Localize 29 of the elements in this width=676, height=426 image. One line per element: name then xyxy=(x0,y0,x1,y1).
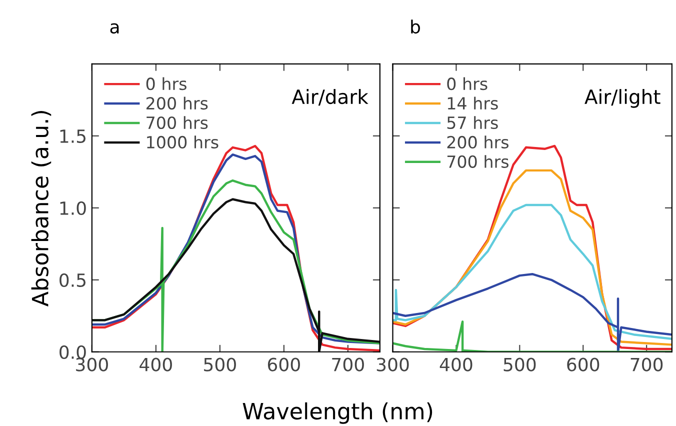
legend-label: 14 hrs xyxy=(448,96,498,110)
legend-label: 200 hrs xyxy=(447,136,508,149)
legend-label: 700 hrs xyxy=(447,155,508,168)
x-tick-label: 600 xyxy=(567,358,600,372)
y-tick-label: 0.0 xyxy=(60,345,86,359)
annotation: Air/light xyxy=(584,89,660,108)
y-tick-label: 1.0 xyxy=(60,201,86,216)
y-tick-label: 0.5 xyxy=(60,273,86,287)
chart-title: a xyxy=(110,23,119,34)
x-tick-label: 700 xyxy=(332,358,364,372)
x-tick-label: 300 xyxy=(76,358,108,372)
x-tick-label: 300 xyxy=(376,358,409,372)
x-tick-label: 700 xyxy=(630,358,663,372)
legend-label: 57 hrs xyxy=(447,116,498,130)
legend-label: 700 hrs xyxy=(146,116,208,130)
legend-label: 1000 hrs xyxy=(147,136,218,149)
legend-label: 0 hrs xyxy=(146,77,186,90)
legend-label: 0 hrs xyxy=(447,77,488,90)
x-tick-label: 400 xyxy=(440,358,472,372)
x-tick-label: 600 xyxy=(268,358,300,372)
y-axis-title: Absorbance (a.u.) xyxy=(31,111,52,306)
y-tick-label: 1.5 xyxy=(60,130,86,144)
x-tick-label: 500 xyxy=(504,358,536,372)
x-axis-title: Wavelength (nm) xyxy=(242,402,432,424)
chart-title: b xyxy=(411,20,420,34)
x-tick-label: 400 xyxy=(140,358,172,372)
x-tick-label: 500 xyxy=(204,358,236,372)
annotation: Air/dark xyxy=(292,89,368,106)
legend-label: 200 hrs xyxy=(146,96,208,110)
